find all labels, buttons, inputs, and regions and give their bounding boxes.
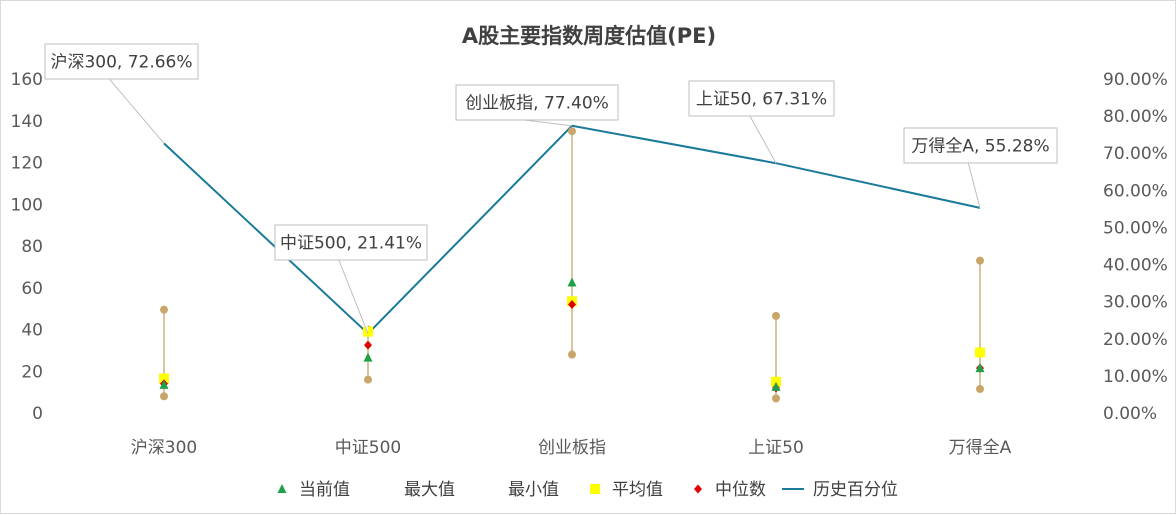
data-label-callouts: 沪深300, 72.66% 中证500, 21.41% 创业板指, 77.40% 上证… xyxy=(44,43,1058,334)
data-label-callout: 创业板指, 77.40% xyxy=(455,84,619,127)
marker-circle xyxy=(160,305,168,314)
callout-box xyxy=(455,84,619,121)
marker-square xyxy=(771,376,781,387)
x-axis-tick-label: 中证500 xyxy=(335,438,401,458)
marker-square xyxy=(363,326,373,337)
callout-box xyxy=(44,43,199,80)
legend-label: 平均值 xyxy=(612,480,663,500)
data-label-callout: 上证50, 67.31% xyxy=(688,80,835,164)
markers-layer xyxy=(159,127,985,403)
legend-label: 最大值 xyxy=(404,480,455,500)
marker-triangle xyxy=(159,379,169,389)
x-axis-tick-label: 万得全A xyxy=(949,438,1012,458)
right-axis-tick-label: 10.00% xyxy=(1103,367,1168,387)
marker-circle xyxy=(976,256,984,265)
data-label-text: 沪深300, 72.66% xyxy=(50,53,192,73)
data-label-callout: 沪深300, 72.66% xyxy=(44,43,199,144)
marker-triangle xyxy=(771,381,781,391)
marker-diamond xyxy=(364,340,372,350)
legend-item: 平均值 xyxy=(590,480,663,500)
right-axis-tick-label: 80.00% xyxy=(1103,107,1168,127)
marker-square xyxy=(975,347,985,358)
right-axis-tick-label: 90.00% xyxy=(1103,70,1168,90)
left-axis-tick-label: 80 xyxy=(21,237,43,257)
left-axis-tick-label: 120 xyxy=(11,154,43,174)
marker-diamond xyxy=(568,299,576,309)
legend-label: 当前值 xyxy=(299,480,350,500)
legend-item: 最大值 xyxy=(404,480,455,500)
x-axis-tick-label: 沪深300 xyxy=(131,438,197,458)
left-axis-tick-label: 160 xyxy=(11,70,43,90)
chart-title: A股主要指数周度估值(PE) xyxy=(462,24,716,48)
callout-box xyxy=(274,224,428,261)
legend-item: 最小值 xyxy=(508,480,559,500)
callout-box xyxy=(903,127,1058,164)
x-axis-tick-label: 上证50 xyxy=(748,438,804,458)
right-axis-tick-label: 0.00% xyxy=(1103,404,1157,424)
x-axis-tick-label: 创业板指 xyxy=(538,438,606,458)
right-axis-tick-label: 20.00% xyxy=(1103,330,1168,350)
marker-circle xyxy=(976,384,984,393)
data-label-text: 万得全A, 55.28% xyxy=(911,137,1049,157)
right-axis: 0.00% 10.00% 20.00% 30.00% 40.00% 50.00% 60.00… xyxy=(1103,70,1168,424)
right-axis-tick-label: 60.00% xyxy=(1103,181,1168,201)
left-axis: 0 20 40 60 80 100 120 140 160 xyxy=(11,70,43,424)
legend-swatch xyxy=(694,484,702,494)
callout-box xyxy=(688,80,835,117)
left-axis-tick-label: 140 xyxy=(11,112,43,132)
right-axis-tick-label: 30.00% xyxy=(1103,293,1168,313)
legend-label: 中位数 xyxy=(715,480,766,500)
right-axis-tick-label: 50.00% xyxy=(1103,218,1168,238)
legend-label: 最小值 xyxy=(508,480,559,500)
marker-circle xyxy=(568,127,576,136)
marker-circle xyxy=(568,350,576,359)
data-label-text: 创业板指, 77.40% xyxy=(465,94,609,114)
x-axis: 沪深300 中证500 创业板指 上证50 万得全A xyxy=(131,438,1012,458)
marker-triangle xyxy=(363,352,373,362)
marker-circle xyxy=(772,394,780,403)
right-axis-tick-label: 70.00% xyxy=(1103,144,1168,164)
marker-circle xyxy=(364,375,372,384)
marker-triangle xyxy=(567,277,577,287)
marker-triangle xyxy=(975,363,985,373)
callout-leader-line xyxy=(523,119,573,127)
data-label-callout: 万得全A, 55.28% xyxy=(903,127,1058,208)
callout-leader-line xyxy=(338,259,369,334)
left-axis-tick-label: 100 xyxy=(11,195,43,215)
legend-swatch xyxy=(590,484,600,494)
left-axis-tick-label: 40 xyxy=(21,321,43,341)
data-label-callout: 中证500, 21.41% xyxy=(274,224,428,334)
marker-circle xyxy=(160,392,168,401)
legend: 当前值 最大值 最小值 平均值 中位数 历史百分位 xyxy=(277,480,898,500)
legend-item: 当前值 xyxy=(277,480,350,500)
left-axis-tick-label: 0 xyxy=(32,404,43,424)
legend-label: 历史百分位 xyxy=(813,480,898,500)
legend-item: 历史百分位 xyxy=(782,480,898,500)
left-axis-tick-label: 20 xyxy=(21,362,43,382)
legend-swatch xyxy=(277,484,287,493)
callout-leader-line xyxy=(749,115,777,164)
data-label-text: 上证50, 67.31% xyxy=(696,90,827,110)
data-label-text: 中证500, 21.41% xyxy=(280,234,422,254)
marker-circle xyxy=(772,311,780,320)
callout-leader-line xyxy=(967,162,993,208)
right-axis-tick-label: 40.00% xyxy=(1103,256,1168,276)
marker-square xyxy=(159,373,169,384)
callout-leader-line xyxy=(108,78,165,144)
left-axis-tick-label: 60 xyxy=(21,279,43,299)
legend-item: 中位数 xyxy=(694,480,766,500)
